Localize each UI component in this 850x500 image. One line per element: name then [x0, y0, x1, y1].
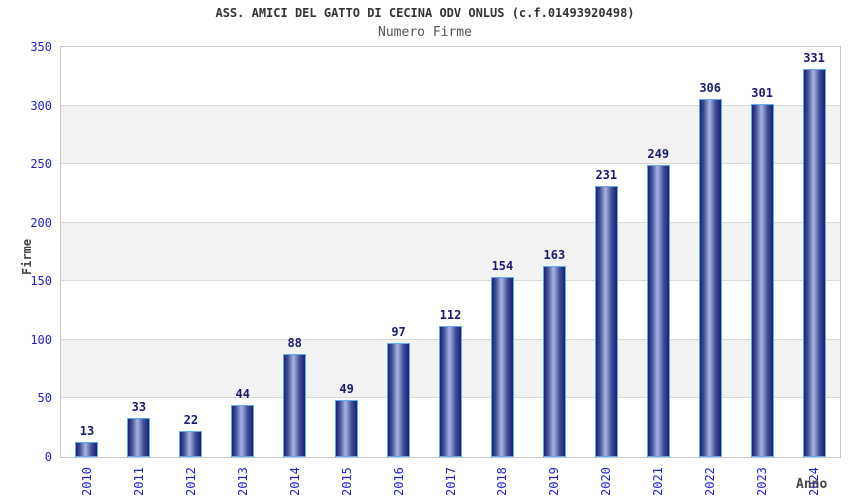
bar [283, 353, 307, 457]
bar-value-label: 49 [339, 381, 354, 396]
x-tick-label: 2022 [703, 467, 718, 496]
bar-value-label: 22 [183, 413, 199, 428]
y-tick-label: 300 [30, 98, 52, 113]
bar-value-label: 44 [235, 387, 250, 402]
bar [231, 405, 255, 457]
y-tick-label: 50 [37, 391, 52, 406]
y-tick-label: 250 [30, 157, 52, 172]
y-tick-label: 350 [30, 40, 52, 54]
bar [646, 165, 670, 457]
bar [802, 69, 826, 457]
bar [750, 104, 774, 457]
gridline [61, 280, 840, 282]
x-tick-label: 2011 [131, 467, 146, 496]
bar [542, 266, 566, 457]
bar [439, 325, 462, 457]
bar-value-label: 88 [287, 335, 302, 350]
bar-value-label: 112 [439, 307, 462, 322]
plot-band [61, 105, 840, 165]
x-tick-label: 2012 [183, 467, 198, 496]
y-tick-label: 200 [30, 215, 52, 230]
x-tick-label: 2013 [235, 467, 250, 496]
x-tick-label: 2016 [391, 467, 406, 496]
bar-value-label: 97 [391, 325, 406, 340]
x-tick-label: 2014 [287, 467, 302, 496]
bar-value-label: 331 [803, 51, 825, 66]
x-tick-label: 2015 [339, 467, 354, 496]
y-tick-label: 0 [44, 450, 52, 464]
bar [335, 399, 359, 457]
bar [179, 431, 203, 457]
x-axis-title: Anno [796, 477, 828, 492]
y-tick-label: 100 [30, 332, 52, 347]
bar-value-label: 33 [131, 400, 147, 415]
bar [75, 441, 99, 457]
bar-value-label: 301 [751, 86, 773, 101]
bar-value-label: 163 [543, 248, 566, 263]
x-tick-label: 2018 [495, 467, 510, 496]
x-tick-label: 2020 [599, 467, 614, 496]
bar [594, 186, 618, 457]
x-tick-label: 2010 [79, 467, 94, 496]
y-tick-label: 150 [30, 274, 52, 289]
bar [127, 418, 151, 457]
bar-value-label: 249 [647, 147, 670, 162]
plot-area: 13 33 22 44 88 49 97 112 154 163 231 249 306 301 331 [60, 46, 841, 458]
bar [698, 98, 722, 457]
bar-value-label: 306 [699, 80, 721, 95]
plot-band [61, 222, 840, 282]
gridline [61, 221, 840, 223]
bar [490, 276, 514, 457]
bar [387, 343, 411, 457]
bar-value-label: 13 [79, 423, 95, 438]
x-tick-label: 2021 [651, 467, 666, 496]
gridline [61, 163, 840, 165]
y-axis-title: Firme [20, 238, 34, 275]
chart-subtitle: Numero Firme [378, 25, 472, 40]
chart-title: ASS. AMICI DEL GATTO DI CECINA ODV ONLUS… [215, 6, 635, 20]
x-tick-label: 2019 [547, 467, 562, 496]
gridline [61, 104, 840, 106]
bar-value-label: 231 [595, 168, 618, 183]
x-tick-label: 2023 [755, 467, 770, 496]
x-tick-label: 2017 [443, 467, 458, 496]
bar-value-label: 154 [491, 258, 514, 273]
